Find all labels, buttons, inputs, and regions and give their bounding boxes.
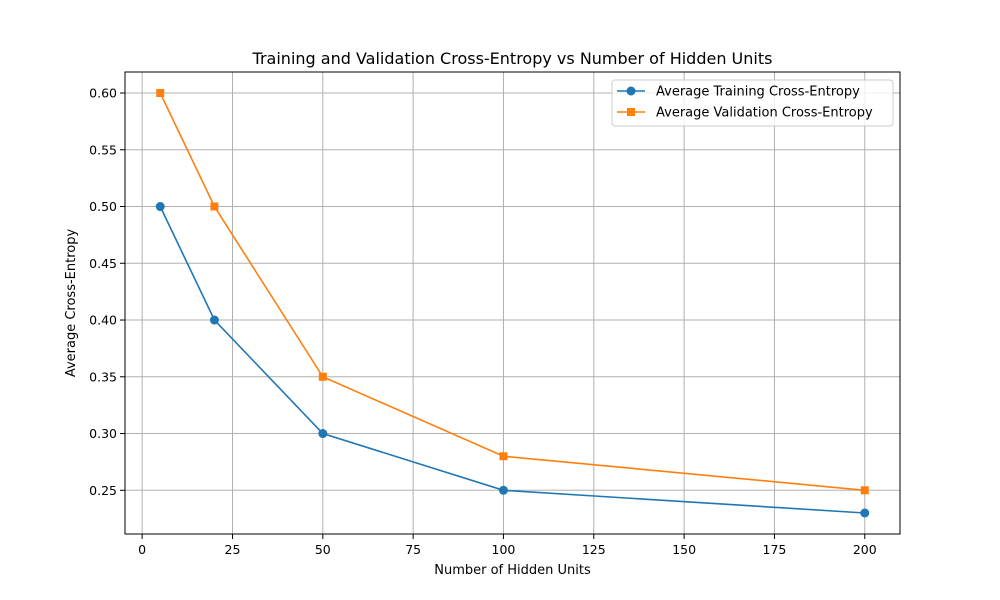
legend-entry: Average Training Cross-Entropy [617, 85, 860, 100]
data-point [499, 452, 508, 461]
y-tick-label: 0.40 [89, 313, 117, 328]
y-tick-label: 0.25 [89, 483, 117, 498]
y-tick-label: 0.50 [89, 199, 117, 214]
data-point [498, 485, 508, 495]
x-tick-label: 100 [492, 542, 516, 557]
legend-box [611, 79, 894, 127]
legend-marker [626, 86, 636, 96]
data-series [155, 89, 870, 518]
x-tick-label: 50 [315, 542, 331, 557]
data-point [860, 486, 869, 495]
legend-label: Average Training Cross-Entropy [656, 85, 860, 100]
x-tick-label: 150 [672, 542, 696, 557]
legend-label: Average Validation Cross-Entropy [656, 106, 873, 121]
data-point [156, 89, 165, 97]
y-axis-ticks: 0.25 0.30 0.35 0.40 0.45 0.50 0.55 0.60 [89, 86, 125, 498]
x-tick-label: 200 [853, 542, 877, 557]
data-point [318, 372, 327, 381]
legend-entry: Average Validation Cross-Entropy [617, 106, 873, 121]
x-axis-ticks: 0 25 50 75 100 125 150 175 200 [138, 534, 877, 557]
x-tick-label: 75 [405, 542, 421, 557]
legend-entries: Average Training Cross-Entropy Average Va… [617, 85, 873, 121]
legend: Average Training Cross-Entropy Average Va… [611, 79, 894, 127]
chart-title: Training and Validation Cross-Entropy vs… [252, 49, 773, 68]
y-tick-label: 0.35 [89, 369, 117, 384]
data-point [318, 429, 328, 439]
data-point [860, 508, 870, 518]
series-training [155, 202, 870, 518]
x-tick-label: 0 [138, 542, 146, 557]
data-point [210, 202, 219, 211]
x-axis-label: Number of Hidden Units [434, 563, 591, 578]
y-tick-label: 0.45 [89, 256, 117, 271]
y-tick-label: 0.30 [89, 426, 117, 441]
y-axis-label: Average Cross-Entropy [64, 229, 79, 378]
plot-area-frame [124, 71, 901, 535]
x-tick-label: 125 [582, 542, 606, 557]
data-point [209, 315, 219, 325]
x-tick-label: 175 [763, 542, 787, 557]
x-tick-label: 25 [225, 542, 241, 557]
y-tick-label: 0.55 [89, 142, 117, 157]
series-validation [156, 89, 869, 495]
legend-marker [627, 108, 635, 116]
data-point [155, 202, 165, 212]
y-tick-label: 0.60 [89, 86, 117, 101]
